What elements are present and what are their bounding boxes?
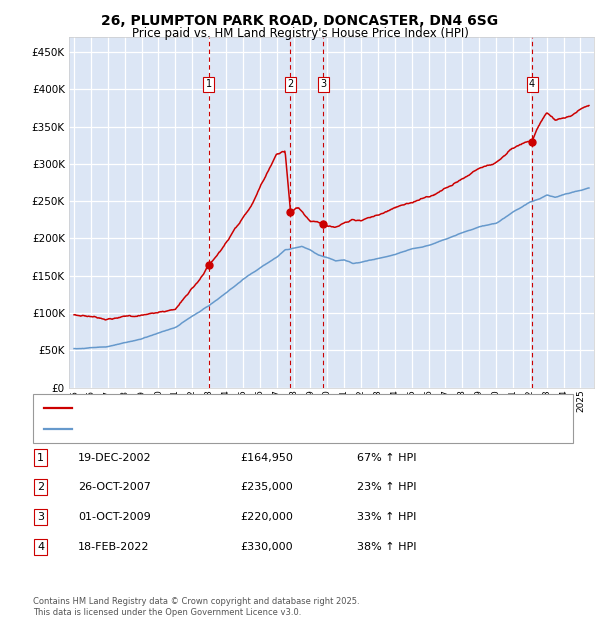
Text: 3: 3 xyxy=(37,512,44,522)
Text: 2: 2 xyxy=(37,482,44,492)
Text: 4: 4 xyxy=(529,79,535,89)
Text: £330,000: £330,000 xyxy=(240,542,293,552)
Text: Price paid vs. HM Land Registry's House Price Index (HPI): Price paid vs. HM Land Registry's House … xyxy=(131,27,469,40)
Text: 26-OCT-2007: 26-OCT-2007 xyxy=(78,482,151,492)
Text: 1: 1 xyxy=(206,79,212,89)
Text: 18-FEB-2022: 18-FEB-2022 xyxy=(78,542,149,552)
Text: 26, PLUMPTON PARK ROAD, DONCASTER, DN4 6SG (detached house): 26, PLUMPTON PARK ROAD, DONCASTER, DN4 6… xyxy=(78,402,438,412)
Text: £220,000: £220,000 xyxy=(240,512,293,522)
Text: 26, PLUMPTON PARK ROAD, DONCASTER, DN4 6SG: 26, PLUMPTON PARK ROAD, DONCASTER, DN4 6… xyxy=(101,14,499,28)
Text: 38% ↑ HPI: 38% ↑ HPI xyxy=(357,542,416,552)
Text: 4: 4 xyxy=(37,542,44,552)
Text: 23% ↑ HPI: 23% ↑ HPI xyxy=(357,482,416,492)
Text: 33% ↑ HPI: 33% ↑ HPI xyxy=(357,512,416,522)
Text: 2: 2 xyxy=(287,79,293,89)
Text: Contains HM Land Registry data © Crown copyright and database right 2025.
This d: Contains HM Land Registry data © Crown c… xyxy=(33,598,359,617)
Text: 67% ↑ HPI: 67% ↑ HPI xyxy=(357,453,416,463)
Text: £235,000: £235,000 xyxy=(240,482,293,492)
Text: 01-OCT-2009: 01-OCT-2009 xyxy=(78,512,151,522)
Text: £164,950: £164,950 xyxy=(240,453,293,463)
Text: HPI: Average price, detached house, Doncaster: HPI: Average price, detached house, Donc… xyxy=(78,425,325,435)
Text: 1: 1 xyxy=(37,453,44,463)
Text: 3: 3 xyxy=(320,79,326,89)
Text: 19-DEC-2002: 19-DEC-2002 xyxy=(78,453,152,463)
